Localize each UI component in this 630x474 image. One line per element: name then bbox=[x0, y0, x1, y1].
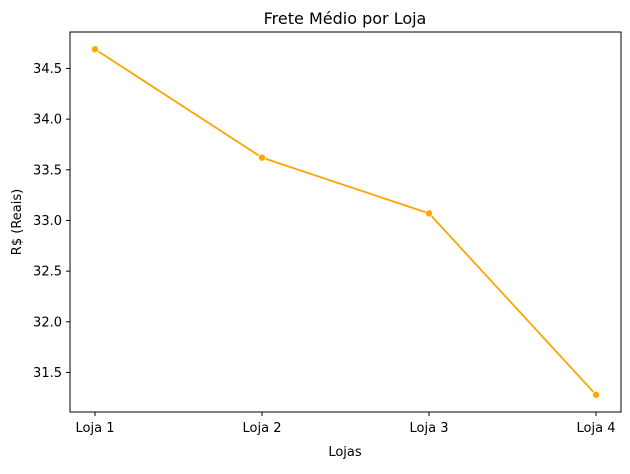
chart-title: Frete Médio por Loja bbox=[264, 9, 427, 28]
data-point bbox=[592, 390, 601, 399]
y-tick-label: 32.0 bbox=[33, 315, 62, 330]
x-tick-label: Loja 4 bbox=[577, 421, 616, 436]
y-tick-label: 34.0 bbox=[33, 113, 62, 128]
plot-frame bbox=[69, 31, 622, 413]
x-tick-label: Loja 1 bbox=[76, 421, 115, 436]
y-tick-label: 32.5 bbox=[33, 265, 62, 280]
x-axis-label: Lojas bbox=[328, 445, 362, 460]
plot-area: 31.5 32.0 32.5 33.0 33.5 34.0 34.5 Loja 1 Loja 2… bbox=[33, 45, 616, 436]
data-point bbox=[91, 45, 100, 54]
y-axis-label: R$ (Reais) bbox=[10, 189, 25, 255]
y-tick-label: 33.5 bbox=[33, 163, 62, 178]
y-tick-label: 33.0 bbox=[33, 214, 62, 229]
series-line bbox=[94, 48, 597, 396]
data-point bbox=[257, 153, 266, 162]
x-tick-label: Loja 2 bbox=[243, 421, 282, 436]
y-tick-label: 31.5 bbox=[33, 366, 62, 381]
x-tick-label: Loja 3 bbox=[410, 421, 449, 436]
y-tick-label: 34.5 bbox=[33, 62, 62, 77]
data-point bbox=[424, 209, 433, 218]
